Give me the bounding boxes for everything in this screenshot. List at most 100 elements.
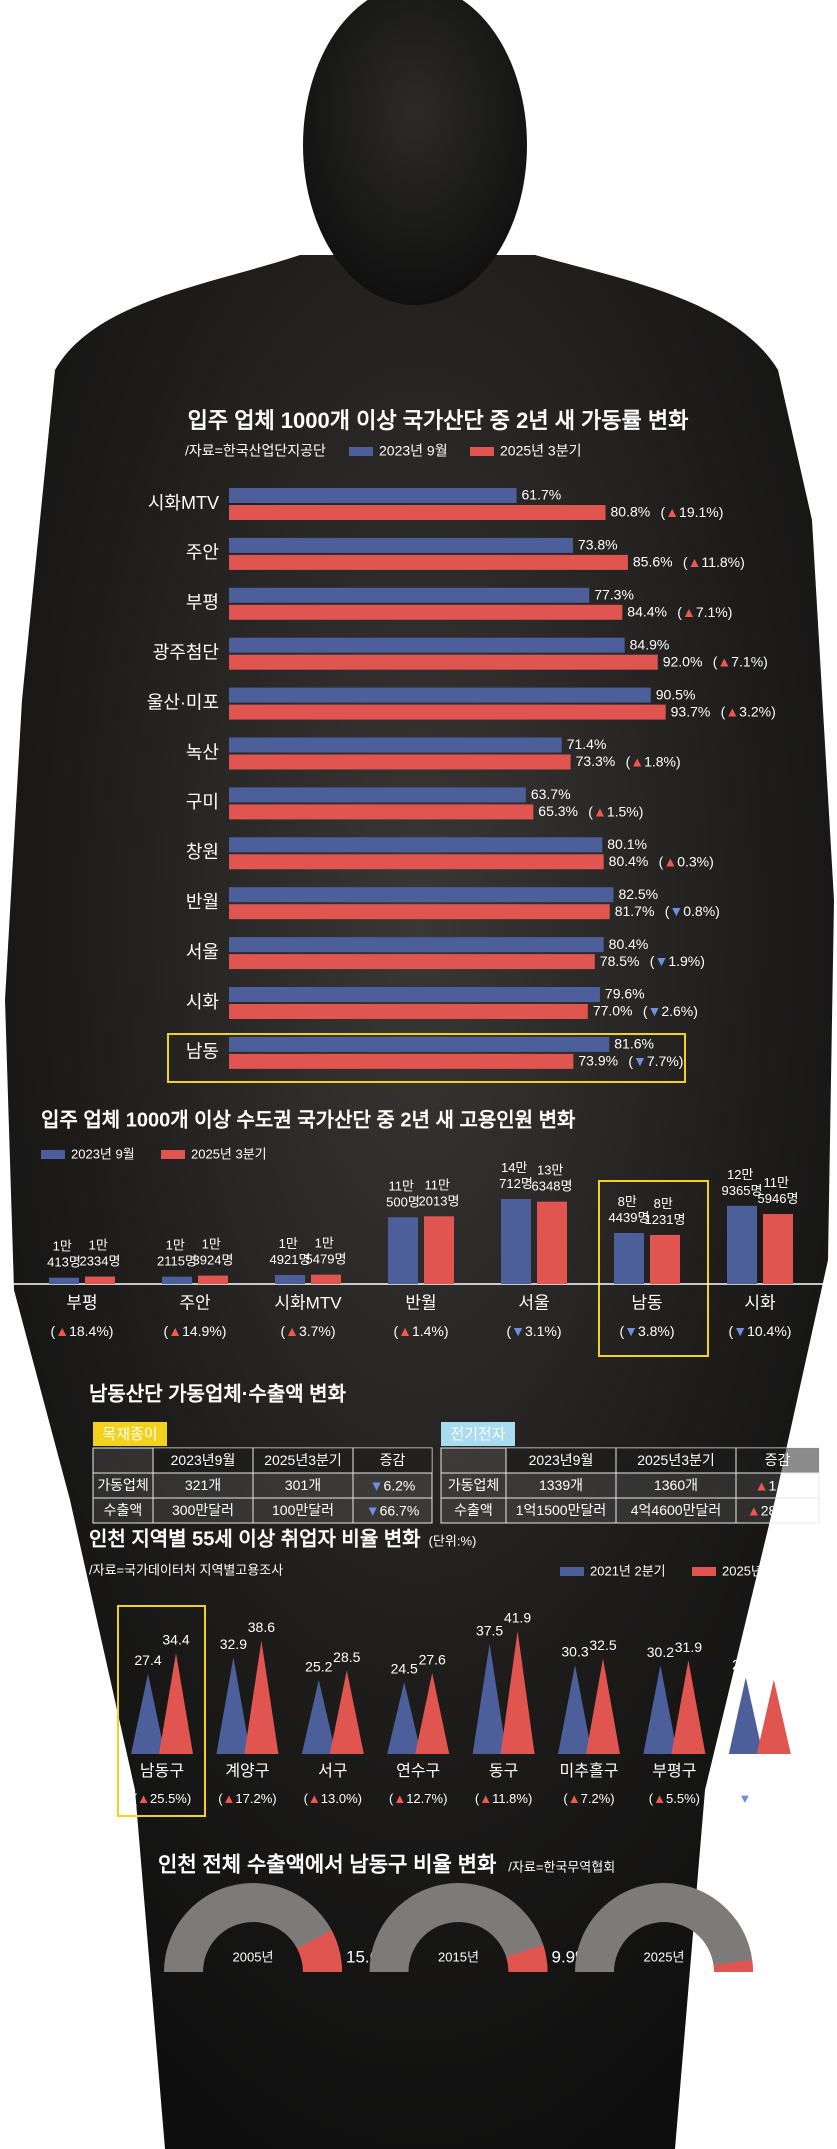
text-part: 1만 (315, 1236, 338, 1251)
triangle-bar (415, 1672, 450, 1754)
change-label: (▲12.7%) (389, 1791, 447, 1806)
value-label: 11만 2013명 (419, 1178, 460, 1209)
change-label: (▲25.5%) (133, 1791, 191, 1806)
triangle-bar (301, 1679, 336, 1754)
head (303, 0, 527, 305)
gauge-track (164, 1883, 342, 1972)
category-label: 울산·미포 (147, 692, 219, 712)
table-cell: 가동업체 (97, 1477, 149, 1493)
value-label: 81.6% (614, 1036, 654, 1052)
value-label: 1만 5479명 (306, 1236, 347, 1267)
text-part: 0.3%) (677, 853, 714, 869)
value-label: 80.4% (609, 853, 649, 869)
text-part: ▼ (633, 1053, 647, 1069)
value-label: 61.7% (522, 487, 562, 503)
legend-label: 2023년 9월 (379, 443, 448, 459)
text-part: ▼ (733, 1323, 747, 1339)
value-label: 24.5 (391, 1661, 418, 1677)
body (5, 255, 834, 2149)
legend-swatch (349, 447, 373, 456)
change-label: (▲1.8%) (626, 753, 681, 769)
text-part: ( (628, 1053, 633, 1069)
text-part: 7.7%) (647, 1053, 684, 1069)
bar (650, 1234, 680, 1284)
category-label: 동구 (489, 1763, 518, 1780)
value-label: 84.4% (627, 604, 667, 620)
text-part: 9365명 (722, 1183, 763, 1198)
text-part: ▲ (479, 1791, 492, 1806)
bar (727, 1205, 757, 1284)
value-label: 26.0 (732, 1656, 759, 1672)
bar (763, 1213, 793, 1284)
text-part: ( (683, 554, 688, 570)
bar (229, 787, 526, 803)
bar (229, 1053, 574, 1069)
value-label: 1만 3924명 (193, 1237, 234, 1268)
text-part: ( (619, 1323, 624, 1339)
text-part: 1만 (166, 1238, 189, 1253)
change-label: (▼0.8%) (665, 903, 720, 919)
gauge-year: 2005년 (233, 1949, 274, 1964)
value-label: 4.4% (757, 1947, 796, 1966)
triangle-bar (586, 1658, 620, 1754)
table-cell: 수출액 (104, 1502, 143, 1518)
table-cell: 1360개 (654, 1477, 698, 1493)
value-label: 41.9 (504, 1610, 531, 1626)
gauge-value (506, 1944, 548, 1972)
category-label: 반월 (186, 892, 219, 912)
text-part: ▲ (717, 653, 731, 669)
bar (388, 1217, 418, 1284)
bar (311, 1274, 341, 1284)
triangle-bar (756, 1679, 791, 1754)
table-tag: 목재종이 (102, 1426, 157, 1443)
bar (229, 554, 628, 570)
table-header: 2023년9월 (171, 1452, 236, 1468)
source: /자료=국가데이터처 지역별고용조사 (89, 1562, 283, 1577)
text-part: ( (588, 803, 593, 819)
value-label: 81.7% (615, 903, 655, 919)
category-label: 미추홀구 (560, 1762, 619, 1780)
category-label: 남동 (186, 1042, 219, 1062)
text-part: 413명 (47, 1255, 81, 1270)
triangle-bar (671, 1660, 706, 1754)
triangle-bar (500, 1630, 535, 1754)
category-label: 중구 (745, 1763, 774, 1780)
text-part: 4921명 (270, 1252, 311, 1267)
text-part: ( (643, 1003, 648, 1019)
highlight-box (598, 1180, 709, 1357)
text-part: ( (734, 1791, 739, 1806)
category-label: 반월 (405, 1293, 436, 1312)
text-part: ▲ (630, 753, 644, 769)
text-part: ( (659, 853, 664, 869)
category-label: 서울 (186, 942, 219, 962)
table-cell: 1억1500만달러 (516, 1502, 606, 1518)
text-part: ▲ (398, 1323, 412, 1339)
change-label: (▼10.4%) (729, 1323, 792, 1339)
triangle-bar (329, 1670, 364, 1754)
triangle-bar (643, 1665, 678, 1754)
text-part: 1만 (279, 1236, 302, 1251)
triangle-bar (728, 1677, 763, 1754)
source: /자료=한국산업단지공단 (185, 443, 326, 459)
chart-title: 입주 업체 1000개 이상 국가산단 중 2년 새 가동률 변화 (188, 408, 689, 433)
table-cell: 100만달러 (272, 1502, 334, 1518)
text-part: 3.7%) (299, 1323, 336, 1339)
text-part: ▲ (747, 1502, 761, 1518)
text-part: ( (729, 1323, 734, 1339)
value-label: 93.7% (671, 703, 711, 719)
category-label: 주안 (179, 1293, 211, 1312)
gauge-year: 2015년 (438, 1949, 479, 1964)
text-part: ( (393, 1323, 398, 1339)
text-part: 14만 (501, 1160, 531, 1175)
chart-title: 인천 전체 수출액에서 남동구 비율 변화 (158, 1854, 497, 1877)
text-part: ( (280, 1323, 285, 1339)
text-part: 19.1%) (679, 504, 723, 520)
text-part: ▲ (653, 1791, 666, 1806)
text-part: 3924명 (193, 1253, 234, 1268)
change-label: (▲1.5%) (588, 803, 643, 819)
text-part: 13.0%) (321, 1791, 362, 1806)
text-part: 1만 (202, 1237, 225, 1252)
value-label: 32.5 (589, 1637, 616, 1653)
change-label: (▼2.9%) (734, 1791, 785, 1806)
legend-swatch (692, 1567, 716, 1576)
